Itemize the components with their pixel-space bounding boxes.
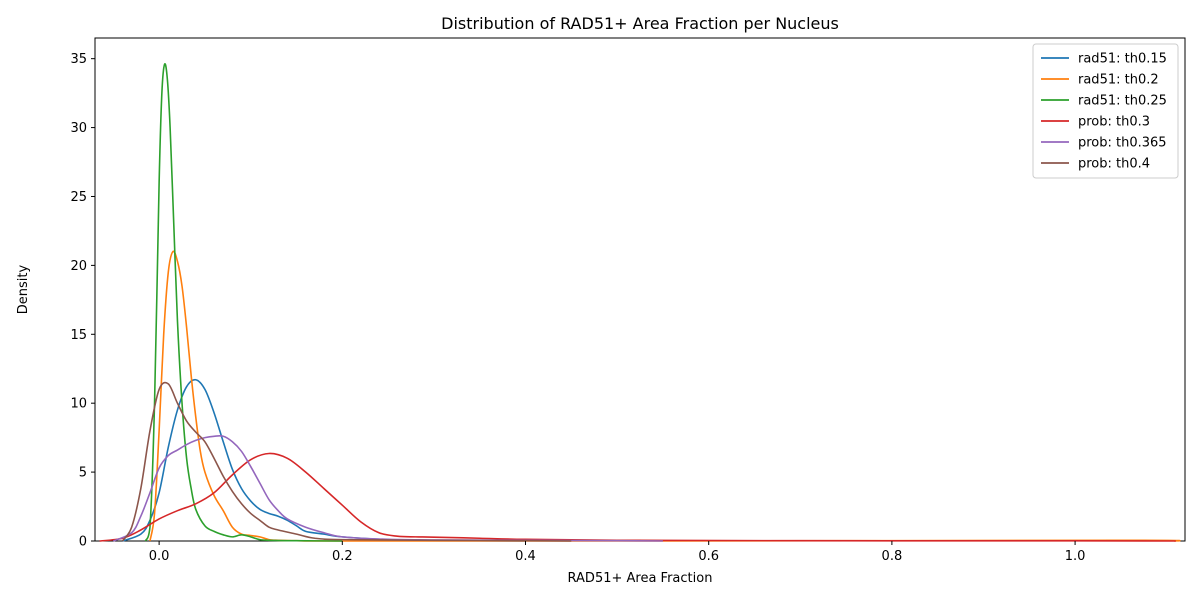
y-axis: 0 5 10 15 20 25 30 35: [70, 52, 95, 550]
x-tick-label: 0.8: [882, 549, 903, 564]
x-tick-label: 0.6: [698, 549, 719, 564]
x-tick-label: 1.0: [1065, 549, 1086, 564]
y-tick-label: 30: [70, 121, 87, 136]
chart-title: Distribution of RAD51+ Area Fraction per…: [441, 14, 839, 33]
x-axis: 0.0 0.2 0.4 0.6 0.8 1.0: [149, 541, 1086, 564]
legend: rad51: th0.15 rad51: th0.2 rad51: th0.25 pr…: [1032, 43, 1179, 179]
y-tick-label: 0: [79, 535, 87, 550]
series-line-5: [112, 435, 663, 542]
series-line-2: [149, 250, 1181, 542]
x-tick-label: 0.0: [149, 549, 170, 564]
legend-label: rad51: th0.15: [1078, 52, 1167, 67]
y-tick-label: 10: [70, 397, 87, 412]
y-tick-label: 15: [70, 328, 87, 343]
legend-label: prob: th0.3: [1078, 115, 1150, 130]
legend-label: prob: th0.4: [1078, 157, 1150, 172]
legend-box: [1032, 43, 1179, 179]
series-curves: [99, 62, 1181, 542]
series-line-4: [99, 452, 1176, 542]
x-tick-label: 0.4: [515, 549, 536, 564]
y-tick-label: 20: [70, 259, 87, 274]
series-line-6: [121, 381, 572, 542]
series-line-3: [144, 62, 343, 542]
legend-label: prob: th0.365: [1078, 136, 1167, 151]
y-tick-label: 35: [70, 52, 87, 67]
legend-label: rad51: th0.25: [1078, 94, 1167, 109]
x-axis-label: RAD51+ Area Fraction: [568, 571, 713, 586]
legend-label: rad51: th0.2: [1078, 73, 1159, 88]
y-tick-label: 25: [70, 190, 87, 205]
plot-area-frame: [94, 37, 1186, 542]
y-tick-label: 5: [79, 466, 87, 481]
x-tick-label: 0.2: [332, 549, 353, 564]
y-axis-label: Density: [16, 264, 31, 314]
series-line-1: [122, 378, 526, 542]
